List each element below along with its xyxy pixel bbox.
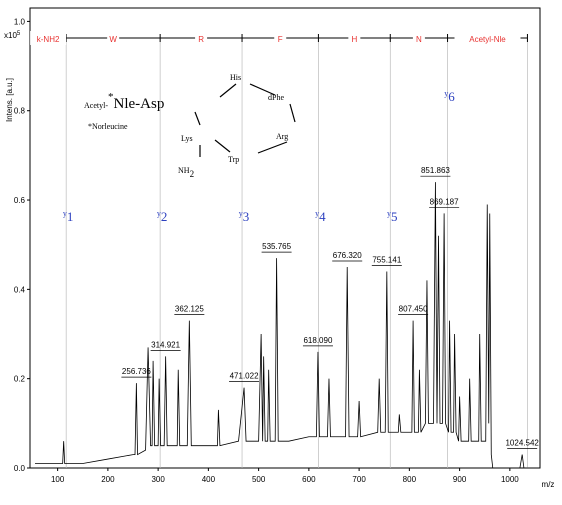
sequence-bg <box>412 31 425 45</box>
x-tick-label: 1000 <box>501 475 519 484</box>
sequence-residue: k-NH2 <box>37 35 60 44</box>
x-tick-label: 200 <box>101 475 115 484</box>
ion-letter: y <box>239 209 243 218</box>
structure-bonds <box>194 83 296 157</box>
ion-letter: y <box>444 89 448 98</box>
ion-letter: y <box>63 209 67 218</box>
peak-label: 1024.542 <box>505 439 539 448</box>
ion-label: y1 <box>63 209 74 224</box>
star: * <box>108 91 114 103</box>
sequence-bg <box>348 31 361 45</box>
peak-label: 362.125 <box>175 305 204 314</box>
peak-label: 256.736 <box>122 367 151 376</box>
ion-letter: y <box>315 209 319 218</box>
ion-index: 1 <box>67 209 74 224</box>
x-tick-label: 700 <box>352 475 366 484</box>
peak-label: 471.022 <box>230 372 259 381</box>
y-tick-label: 0.6 <box>14 196 26 205</box>
nle: Nle <box>114 96 136 112</box>
dphe: dPhe <box>268 93 284 102</box>
peak-label: 851.863 <box>421 166 450 175</box>
acetyl: Acetyl-*Nle-Asp <box>84 91 164 112</box>
peak-label: 869.187 <box>430 197 459 206</box>
ion-label: y2 <box>157 209 168 224</box>
nh2: NH2 <box>178 166 194 179</box>
x-tick-label: 300 <box>151 475 165 484</box>
sequence-residue: Acetyl-Nle <box>469 35 506 44</box>
nh: NH <box>178 166 190 175</box>
x-tick-label: 900 <box>453 475 467 484</box>
sequence-bg <box>454 31 521 45</box>
sequence-residue: H <box>351 35 357 44</box>
his: His <box>230 73 241 82</box>
sequence-residue: F <box>278 35 283 44</box>
ion-label: y5 <box>387 209 398 224</box>
lys: Lys <box>181 134 193 143</box>
sequence-residue: R <box>198 35 204 44</box>
ion-index: 4 <box>319 209 326 224</box>
y-multiplier: x105 <box>4 31 21 40</box>
arg: Arg <box>276 132 288 141</box>
sequence-bg <box>107 31 120 45</box>
y-tick-label: 0.0 <box>14 464 26 473</box>
peak-label: 807.450 <box>399 305 428 314</box>
ion-index: 6 <box>448 89 455 104</box>
x-tick-label: 400 <box>202 475 216 484</box>
y-tick-label: 0.8 <box>14 107 26 116</box>
plot-frame <box>29 7 541 469</box>
y-tick-label: 0.4 <box>14 285 26 294</box>
nh-sub: 2 <box>190 169 195 179</box>
peak-label: 676.320 <box>333 251 362 260</box>
structure: His dPhe Arg Trp Lys NH2 Acetyl-*Nle-Asp… <box>84 73 296 179</box>
x-tick-label: 100 <box>51 475 65 484</box>
sequence-bg <box>195 31 208 45</box>
x-tick-label: 600 <box>302 475 316 484</box>
ion-label: y6 <box>444 89 455 104</box>
ion-label: y3 <box>239 209 250 224</box>
y-multiplier-exp: 5 <box>17 31 21 37</box>
y-tick-label: 1.0 <box>14 17 26 26</box>
acetyl-text: Acetyl- <box>84 101 108 110</box>
sequence-bg <box>30 31 67 45</box>
sequence-bg <box>274 31 287 45</box>
sequence-residue: W <box>109 35 117 44</box>
peak-label: 618.090 <box>303 336 332 345</box>
ion-index: 2 <box>161 209 168 224</box>
ion-index: 3 <box>243 209 250 224</box>
x-tick-label: 800 <box>403 475 417 484</box>
peak-label: 535.765 <box>262 242 291 251</box>
trp: Trp <box>228 155 239 164</box>
y-tick-label: 0.2 <box>14 375 26 384</box>
note: *Norleucine <box>88 122 128 131</box>
sequence-residue: N <box>416 35 422 44</box>
x-axis-label: m/z <box>542 480 555 489</box>
ion-letter: y <box>157 209 161 218</box>
note-text: Norleucine <box>92 122 128 131</box>
y-axis-label: Intens. [a.u.] <box>5 78 14 122</box>
note-star: * <box>88 122 92 131</box>
peak-label: 755.141 <box>372 255 401 264</box>
x-tick-label: 500 <box>252 475 266 484</box>
y-multiplier-base: x10 <box>4 31 17 40</box>
peak-label: 314.921 <box>151 340 180 349</box>
spectrum-line <box>35 182 540 469</box>
ion-index: 5 <box>391 209 398 224</box>
ion-label: y4 <box>315 209 326 224</box>
ion-letter: y <box>387 209 391 218</box>
asp: -Asp <box>135 96 164 112</box>
